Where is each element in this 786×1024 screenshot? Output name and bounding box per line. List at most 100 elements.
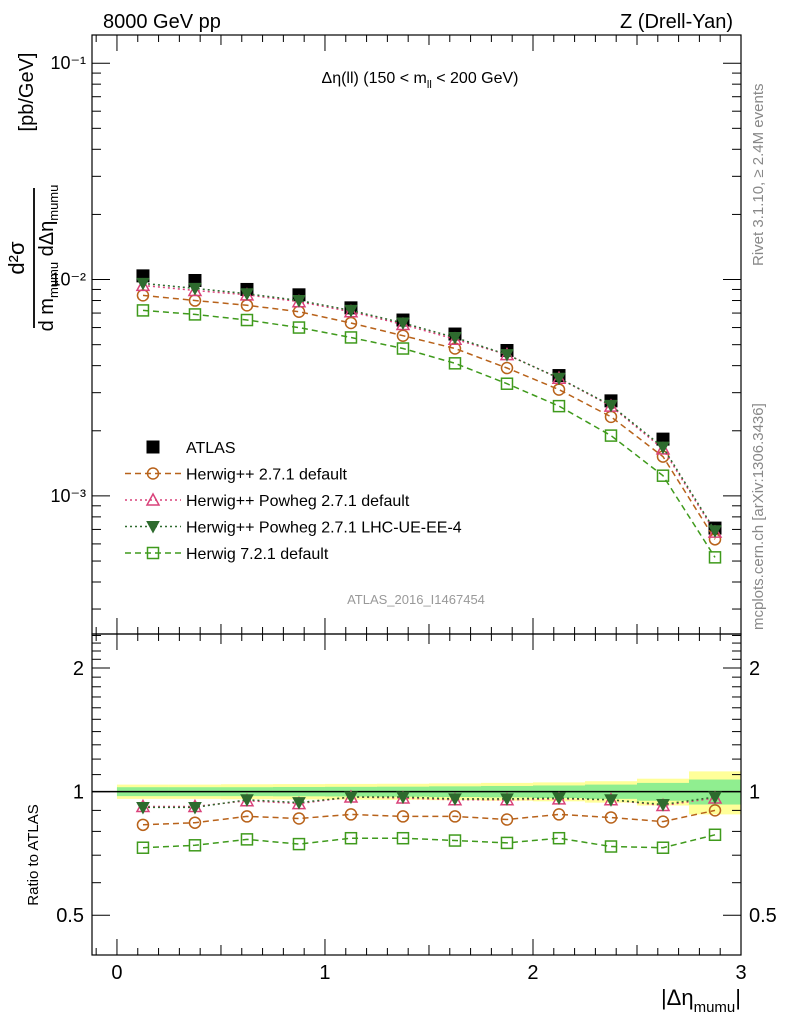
- data-point: [188, 801, 202, 815]
- y-tick-label-right: 2: [749, 658, 760, 680]
- data-point: [500, 793, 514, 806]
- y-tick-label: 10⁻¹: [50, 53, 86, 73]
- legend-label: ATLAS: [186, 440, 236, 457]
- y-tick-label: 10⁻³: [50, 486, 86, 506]
- data-point: [344, 304, 358, 318]
- main-plot-panel: Δη(ll) (150 < mll < 200 GeV) ATLAS_2016_…: [4, 34, 742, 635]
- data-point: [500, 349, 514, 362]
- y-tick-label-right: 0.5: [749, 905, 777, 927]
- data-point: [500, 813, 514, 826]
- data-point: [344, 831, 358, 845]
- data-point: [552, 399, 566, 413]
- main-watermark: ATLAS_2016_I1467454: [347, 592, 485, 607]
- data-point: [448, 834, 462, 847]
- data-point: [708, 804, 722, 817]
- data-point: [240, 288, 254, 301]
- data-point: [396, 791, 410, 805]
- ratio-plot-panel: Ratio to ATLAS |Δηmumu| 0 1 2 3 0.5 0.5 1 1 2 2: [25, 633, 777, 1016]
- ratio-plot-frame: [91, 633, 742, 956]
- data-point: [396, 831, 410, 845]
- series-line: [142, 282, 716, 532]
- data-point: [448, 357, 462, 370]
- data-point: [136, 818, 150, 832]
- data-point: [146, 546, 160, 560]
- data-point: [188, 839, 202, 852]
- data-point: [604, 429, 618, 442]
- data-point: [292, 797, 306, 810]
- data-point: [656, 841, 670, 854]
- data-point: [188, 308, 202, 321]
- data-point: [500, 377, 514, 390]
- data-point: [187, 282, 203, 297]
- legend-label: Herwig++ 2.7.1 default: [186, 467, 348, 484]
- y-tick-label: 0.5: [56, 905, 84, 927]
- data-point: [604, 840, 618, 853]
- data-point: [656, 441, 670, 455]
- data-point: [604, 811, 618, 824]
- data-point: [656, 815, 670, 828]
- data-point: [188, 816, 202, 829]
- data-point: [292, 295, 306, 308]
- data-point: [552, 831, 566, 845]
- data-point: [344, 808, 358, 821]
- data-point: [500, 836, 514, 850]
- data-point: [146, 467, 160, 480]
- series-line: [142, 284, 716, 533]
- ylabel-numerator: d²σ: [4, 241, 29, 275]
- main-y-axis-title: d²σ d mmumu dΔηmumu [pb/GeV]: [4, 53, 61, 332]
- series-line: [143, 796, 716, 809]
- data-point: [188, 282, 202, 296]
- legend-label: Herwig 7.2.1 default: [186, 546, 329, 563]
- header-left: 8000 GeV pp: [103, 11, 221, 33]
- data-point: [292, 321, 306, 334]
- data-point: [448, 793, 462, 806]
- series-line: [142, 294, 716, 540]
- data-point: [708, 828, 722, 842]
- y-tick-label: 1: [73, 782, 84, 804]
- legend-label: Herwig++ Powheg 2.7.1 LHC-UE-EE-4: [186, 520, 462, 537]
- data-point: [344, 791, 358, 805]
- x-tick-label: 0: [111, 962, 122, 984]
- data-point: [145, 492, 161, 506]
- data-point: [136, 277, 150, 291]
- data-point: [240, 833, 254, 846]
- legend-label: Herwig++ Powheg 2.7.1 default: [186, 493, 410, 510]
- data-point: [240, 810, 254, 823]
- rivet-label: Rivet 3.1.10, ≥ 2.4M events: [750, 84, 767, 267]
- data-point: [656, 469, 670, 482]
- data-point: [552, 792, 566, 805]
- data-point: [146, 521, 160, 534]
- data-point: [136, 801, 150, 815]
- main-plot-title: Δη(ll) (150 < mll < 200 GeV): [322, 70, 519, 91]
- data-point: [448, 331, 462, 345]
- data-point: [240, 313, 254, 327]
- series-line: [142, 809, 716, 826]
- ylabel-denominator: d mmumu dΔηmumu: [36, 185, 61, 332]
- ratio-y-axis-title: Ratio to ATLAS: [25, 804, 42, 905]
- data-point: [146, 440, 160, 454]
- data-point: [396, 810, 410, 823]
- mcplots-label: mcplots.cern.ch [arXiv:1306.3436]: [750, 403, 767, 630]
- data-point: [552, 383, 566, 396]
- data-point: [292, 837, 306, 851]
- ratio-x-axis-title: |Δηmumu|: [661, 985, 741, 1016]
- data-point: [448, 810, 462, 823]
- y-tick-label-right: 1: [749, 782, 760, 804]
- data-point: [552, 808, 566, 821]
- y-tick-label: 10⁻²: [50, 270, 86, 290]
- data-point: [344, 331, 358, 344]
- x-tick-label: 2: [527, 962, 538, 984]
- data-point: [396, 329, 410, 342]
- data-point: [500, 361, 514, 375]
- x-tick-label: 1: [319, 962, 330, 984]
- data-point: [708, 525, 722, 538]
- data-point: [708, 551, 722, 564]
- header-right: Z (Drell-Yan): [620, 11, 733, 33]
- data-point: [240, 794, 254, 807]
- series-line: [142, 309, 716, 558]
- data-point: [708, 791, 722, 805]
- y-tick-label: 2: [73, 658, 84, 680]
- ylabel-units: [pb/GeV]: [16, 53, 38, 132]
- data-point: [604, 399, 618, 413]
